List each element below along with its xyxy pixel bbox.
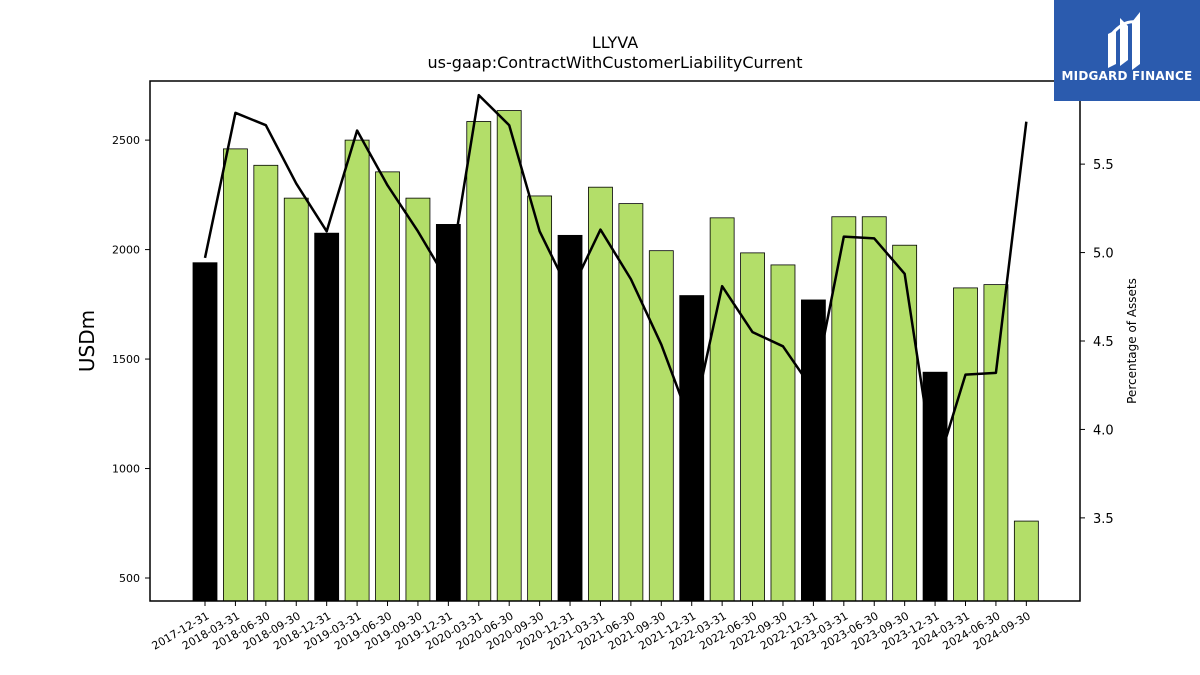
bar (223, 148, 248, 602)
y2-tick-label: 4.0 (1093, 423, 1114, 438)
y2-axis-label: Percentage of Assets (1125, 278, 1139, 404)
y-tick-label: 1000 (112, 463, 140, 476)
bar (953, 287, 978, 602)
bars-group (192, 110, 1039, 602)
chart-title: LLYVA (592, 33, 638, 52)
bar (740, 252, 765, 602)
bar (405, 197, 431, 602)
line-layer (203, 93, 1028, 475)
bar (435, 224, 461, 602)
y-axis-label: USDm (75, 310, 99, 372)
percentage-line (203, 93, 1028, 475)
y-tick-label: 2000 (112, 244, 140, 257)
y2-tick-label: 4.5 (1093, 335, 1114, 350)
bar (892, 244, 918, 602)
bar (496, 110, 522, 602)
y-tick-label: 2500 (112, 134, 140, 147)
bar (314, 232, 340, 602)
bar (192, 262, 218, 602)
x-axis: 2017-12-312018-03-312018-06-302018-09-30… (150, 601, 1033, 653)
bar (527, 195, 553, 602)
bar (253, 164, 279, 602)
bar (648, 250, 674, 602)
bar (679, 295, 705, 602)
y2-tick-label: 3.5 (1093, 512, 1114, 527)
bar (588, 186, 613, 602)
bar (709, 217, 735, 602)
y-tick-label: 500 (119, 572, 140, 585)
bar (770, 264, 796, 602)
logo-text: MIDGARD FINANCE (1061, 69, 1193, 83)
y2-axis: 3.5 4.0 4.5 5.0 5.5 (1080, 158, 1114, 527)
bar (283, 197, 309, 602)
y2-tick-label: 5.0 (1093, 247, 1114, 262)
midgard-finance-logo: MIDGARD FINANCE (1054, 0, 1200, 101)
bar (983, 284, 1009, 602)
y2-tick-label: 5.5 (1093, 158, 1114, 173)
bar (557, 234, 583, 602)
bar (922, 371, 948, 602)
bar (618, 203, 644, 602)
y-axis: 500 1000 1500 2000 2500 (112, 134, 150, 585)
chart-subtitle: us-gaap:ContractWithCustomerLiabilityCur… (428, 53, 803, 72)
y-tick-label: 1500 (112, 353, 140, 366)
bar (344, 139, 370, 602)
logo-mark-icon (1108, 12, 1140, 70)
bar (375, 171, 400, 602)
bar (466, 121, 492, 602)
bar (861, 216, 887, 602)
bar (1013, 520, 1039, 602)
